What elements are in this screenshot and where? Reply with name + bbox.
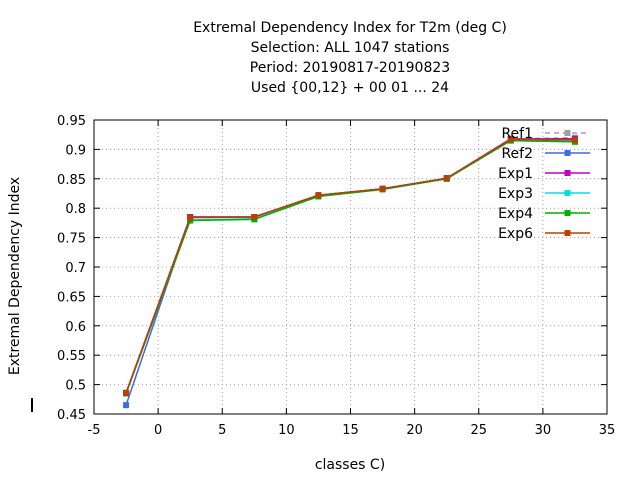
legend-marker-exp6 [564,230,571,236]
y-tick-label: 0.8 [65,202,86,217]
legend-label-exp4: Exp4 [498,206,533,222]
x-tick-label: 20 [406,423,423,438]
x-tick-label: 35 [599,423,616,438]
legend-label-ref2: Ref2 [501,146,533,162]
x-tick-label: 10 [278,423,295,438]
legend-marker-ref1 [564,130,571,136]
title-line-3: Period: 20190817-20190823 [249,60,451,76]
series-line-exp6 [125,138,575,394]
legend-marker-exp3 [564,190,571,196]
data-point-exp6 [251,214,258,221]
legend-marker-exp1 [564,170,571,176]
x-tick-label: 15 [342,423,359,438]
y-tick-label: 0.95 [57,114,86,129]
y-tick-label: 0.5 [65,379,86,394]
x-tick-label: 5 [218,423,226,438]
legend-marker-exp4 [564,210,571,216]
y-tick-label: 0.7 [65,261,86,276]
y-tick-label: 0.65 [57,290,86,305]
title-line-1: Extremal Dependency Index for T2m (deg C… [193,20,507,36]
data-point-exp6 [507,136,514,143]
legend-label-exp1: Exp1 [498,166,533,182]
legend-label-exp6: Exp6 [498,226,533,242]
y-tick-label: 0.9 [65,143,86,158]
data-point-exp6 [123,389,130,396]
legend-label-ref1: Ref1 [501,126,533,142]
y-tick-label: 0.6 [65,320,86,335]
x-tick-label: 30 [535,423,552,438]
data-point-exp6 [443,175,450,182]
x-tick-label: 0 [154,423,162,438]
title-line-2: Selection: ALL 1047 stations [250,40,450,56]
legend-label-exp3: Exp3 [498,186,533,202]
series-line-exp4 [125,139,575,394]
y-tick-label: 0.85 [57,173,86,188]
data-point-exp6 [187,214,194,221]
y-tick-label: 0.45 [57,408,86,423]
y-tick-label: 0.75 [57,232,86,247]
title-line-4: Used {00,12} + 00 01 ... 24 [250,80,450,96]
data-point-exp6 [571,136,578,143]
y-axis-label: Extremal Dependency Index [7,176,23,376]
x-axis-label: classes C) [314,457,386,473]
x-tick-label: 25 [470,423,487,438]
data-point-ref2 [123,402,130,409]
x-tick-label: -5 [88,423,101,438]
legend-marker-ref2 [564,150,571,156]
data-point-exp6 [315,192,322,199]
data-point-exp6 [379,185,386,192]
y-tick-label: 0.55 [57,349,86,364]
